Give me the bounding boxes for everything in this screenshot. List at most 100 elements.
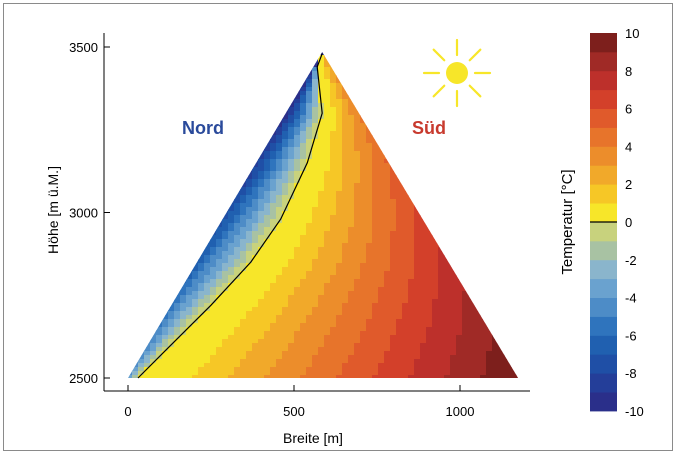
temperature-cell [204, 75, 211, 80]
temperature-cell [210, 315, 217, 320]
temperature-cell [246, 63, 253, 68]
temperature-cell [132, 331, 139, 336]
temperature-cell [234, 111, 241, 116]
temperature-cell [162, 191, 169, 196]
temperature-cell [432, 315, 439, 320]
temperature-cell [504, 283, 511, 288]
temperature-cell [234, 139, 241, 144]
temperature-cell [384, 315, 391, 320]
temperature-cell [510, 279, 517, 284]
temperature-cell [426, 319, 433, 324]
temperature-cell [492, 215, 499, 220]
temperature-cell [228, 263, 235, 268]
temperature-cell [426, 315, 433, 320]
temperature-cell [504, 339, 511, 344]
temperature-cell [222, 263, 229, 268]
temperature-cell [252, 163, 259, 168]
temperature-cell [294, 131, 301, 136]
temperature-cell [156, 315, 163, 320]
temperature-cell [252, 219, 259, 224]
temperature-cell [198, 291, 205, 296]
temperature-cell [270, 52, 277, 56]
temperature-cell [150, 127, 157, 132]
temperature-cell [258, 247, 265, 252]
temperature-cell [198, 159, 205, 164]
temperature-cell [144, 79, 151, 84]
temperature-cell [480, 111, 487, 116]
temperature-cell [180, 52, 187, 56]
temperature-cell [318, 291, 325, 296]
temperature-cell [198, 339, 205, 344]
temperature-cell [174, 163, 181, 168]
temperature-cell [186, 219, 193, 224]
temperature-cell [378, 219, 385, 224]
temperature-cell [336, 255, 343, 260]
temperature-cell [330, 163, 337, 168]
temperature-cell [132, 251, 139, 256]
temperature-cell [150, 119, 157, 124]
temperature-cell [294, 199, 301, 204]
temperature-cell [216, 183, 223, 188]
temperature-cell [474, 243, 481, 248]
temperature-cell [192, 271, 199, 276]
temperature-cell [342, 295, 349, 300]
temperature-cell [120, 287, 127, 292]
temperature-cell [246, 295, 253, 300]
temperature-cell [414, 339, 421, 344]
temperature-cell [156, 52, 163, 56]
temperature-cell [132, 267, 139, 272]
temperature-cell [282, 83, 289, 88]
temperature-cell [186, 111, 193, 116]
temperature-cell [366, 87, 373, 92]
temperature-cell [258, 343, 265, 348]
temperature-cell [252, 195, 259, 200]
temperature-cell [348, 127, 355, 132]
temperature-cell [330, 83, 337, 88]
temperature-cell [330, 235, 337, 240]
temperature-cell [348, 199, 355, 204]
temperature-cell [294, 259, 301, 264]
temperature-cell [324, 111, 331, 116]
temperature-cell [312, 175, 319, 180]
temperature-cell [354, 231, 361, 236]
temperature-cell [318, 175, 325, 180]
temperature-cell [252, 75, 259, 80]
temperature-cell [186, 63, 193, 68]
temperature-cell [270, 311, 277, 316]
temperature-cell [306, 163, 313, 168]
temperature-cell [486, 207, 493, 212]
temperature-cell [408, 187, 415, 192]
temperature-cell [156, 247, 163, 252]
temperature-cell [390, 211, 397, 216]
temperature-cell [204, 231, 211, 236]
temperature-cell [144, 171, 151, 176]
temperature-cell [252, 115, 259, 120]
temperature-cell [216, 263, 223, 268]
temperature-cell [150, 103, 157, 108]
temperature-cell [312, 167, 319, 172]
temperature-cell [348, 175, 355, 180]
temperature-cell [198, 55, 205, 60]
temperature-cell [426, 247, 433, 252]
temperature-cell [144, 247, 151, 252]
temperature-cell [144, 331, 151, 336]
temperature-cell [276, 107, 283, 112]
temperature-cell [120, 315, 127, 320]
temperature-cell [378, 52, 385, 56]
temperature-cell [318, 139, 325, 144]
temperature-cell [324, 339, 331, 344]
temperature-cell [120, 291, 127, 296]
temperature-cell [300, 223, 307, 228]
temperature-cell [276, 343, 283, 348]
temperature-cell [306, 315, 313, 320]
temperature-cell [408, 295, 415, 300]
temperature-cell [120, 203, 127, 208]
temperature-cell [210, 203, 217, 208]
temperature-cell [498, 79, 505, 84]
temperature-cell [504, 243, 511, 248]
temperature-cell [168, 247, 175, 252]
temperature-cell [240, 251, 247, 256]
temperature-cell [474, 267, 481, 272]
temperature-cell [498, 239, 505, 244]
